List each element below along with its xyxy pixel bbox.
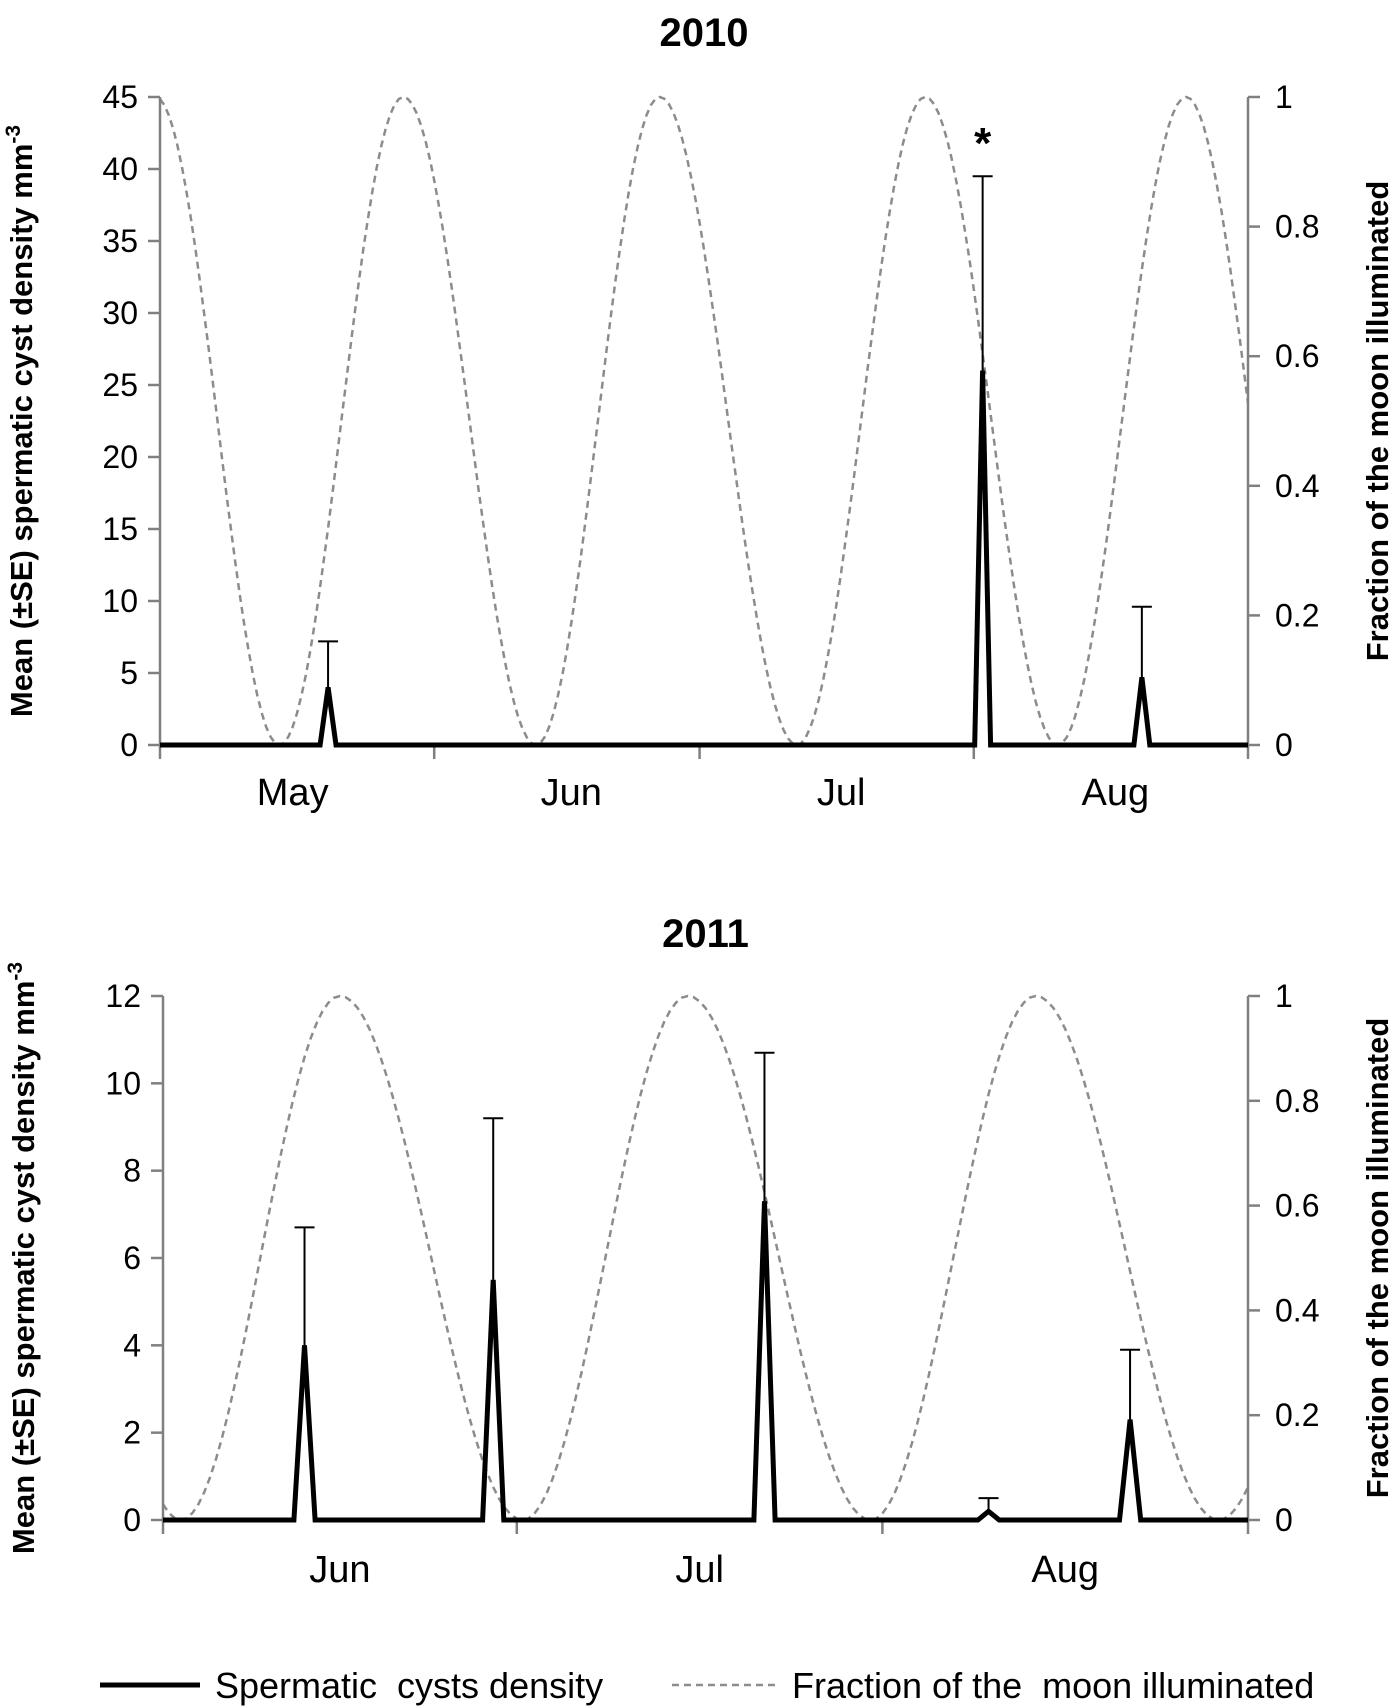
y-tick-label: 5 [120,655,138,691]
y-tick-label: 40 [102,151,138,187]
y2-tick-label: 0 [1275,1502,1293,1538]
y-tick-label: 25 [102,367,138,403]
y2-axis-label: Fraction of the moon illuminated [1360,181,1395,662]
y2-tick-label: 0.4 [1275,468,1319,504]
y-tick-label: 30 [102,295,138,331]
moon-illumination-line [161,994,1250,1522]
x-month-label: Aug [1082,772,1150,814]
y-tick-label: 8 [123,1153,141,1189]
y-axis-label-superscript: -3 [2,125,25,144]
x-month-label: May [257,772,329,814]
y-tick-label: 4 [123,1327,141,1363]
y-tick-label: 45 [102,79,138,115]
y-axis-label-superscript: -3 [4,962,27,981]
legend: Spermatic cysts density Fraction of the … [100,1665,1314,1706]
chart-title: 2011 [662,912,749,956]
y-tick-label: 2 [123,1415,141,1451]
y-tick-label: 0 [120,727,138,763]
y2-tick-label: 0 [1275,727,1293,763]
chart-title: 2010 [660,11,749,55]
x-month-label: Jun [541,772,602,814]
legend-label-moon: Fraction of the moon illuminated [792,1665,1314,1706]
significance-annotation: * [974,119,992,168]
y2-tick-label: 0.2 [1275,597,1319,633]
y-tick-label: 0 [123,1502,141,1538]
y2-axis-label: Fraction of the moon illuminated [1360,1018,1395,1499]
y2-tick-label: 0.4 [1275,1292,1319,1328]
y-tick-label: 15 [102,511,138,547]
chart-panel-2011: 2011 0 2 4 6 8 10 12 0 0.2 0.4 0.6 0.8 1 Jun Jul Aug Mean… [4,912,1395,1591]
y-tick-label: 20 [102,439,138,475]
x-month-label: Jul [675,1549,724,1591]
y-axis-label: Mean (±SE) spermatic cyst density mm-3 [2,125,39,717]
y-tick-label: 6 [123,1240,141,1276]
y2-tick-label: 0.8 [1275,209,1319,245]
density-line [163,1201,1248,1523]
y-tick-label: 10 [102,583,138,619]
y-tick-label: 12 [105,978,141,1014]
y2-tick-label: 0.6 [1275,338,1319,374]
y2-tick-label: 0.8 [1275,1083,1319,1119]
y-tick-label: 10 [105,1065,141,1101]
x-month-label: Jun [309,1549,370,1591]
y-tick-label: 35 [102,223,138,259]
y2-tick-label: 1 [1275,79,1293,115]
x-month-label: Aug [1031,1549,1099,1591]
moon-illumination-line [158,95,1250,747]
y2-tick-label: 0.2 [1275,1397,1319,1433]
y2-tick-label: 1 [1275,978,1293,1014]
y2-tick-label: 0.6 [1275,1188,1319,1224]
legend-label-density: Spermatic cysts density [215,1665,603,1706]
x-month-label: Jul [817,772,866,814]
y-axis-label: Mean (±SE) spermatic cyst density mm-3 [4,962,41,1554]
chart-panel-2010: 2010 0 5 10 15 20 25 30 35 40 45 0 0.2 0.4 0.6 0.8 1 May J… [2,11,1395,814]
